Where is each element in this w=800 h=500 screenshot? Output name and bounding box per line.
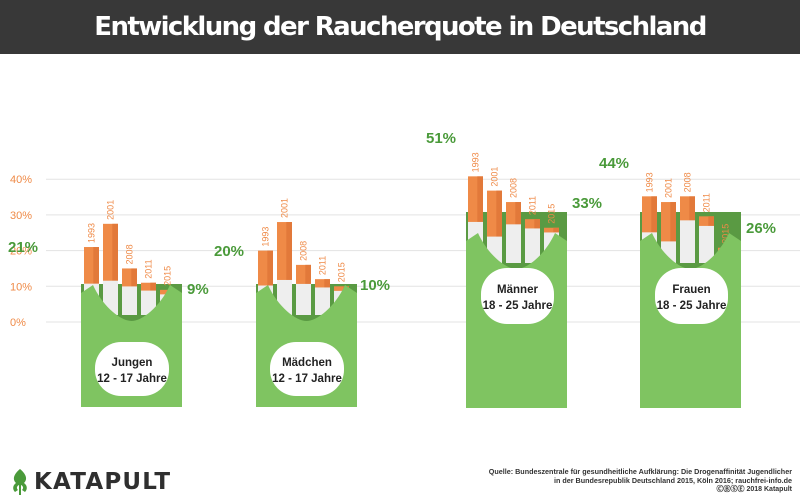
cigarette-bar-2011: 2011 [315,256,330,315]
source-line-1: Quelle: Bundeszentrale für gesundheitlic… [488,467,792,476]
pack-label-age: 12 - 17 Jahre [272,373,342,385]
year-label: 1993 [645,172,655,192]
start-value-label: 21% [8,239,38,256]
year-label: 2001 [664,178,674,198]
pack-label-box [95,342,169,396]
cigarette-filter-shade [93,247,99,315]
cigarette-pack-maenner: 1993 2001 2008 2011 2015 Männer 18 - 25 Jahre 5… [426,130,602,408]
year-label: 2015 [163,266,173,286]
cigarette-bar-2008: 2008 [680,172,695,263]
pack-label-group: Mädchen [282,357,332,369]
cigarette-paper [525,228,540,263]
year-label: 2008 [299,241,309,261]
year-label: 2015 [547,204,557,224]
end-value-label: 9% [187,281,209,298]
pack-label-group: Männer [497,284,538,296]
year-label: 2008 [125,244,135,264]
start-value-label: 20% [214,243,244,260]
copyright-line: ⒸⒷⓈⒺ 2018 Katapult [716,485,792,493]
pack-label-age: 12 - 17 Jahre [97,373,167,385]
cigarette-paper [296,283,311,315]
cigarette-pack-jungen: 1993 2001 2008 2011 2015 Jungen 12 - 17 Jahre 2… [8,200,209,407]
cigarette-bar-2001: 2001 [103,200,118,315]
year-label: 2011 [528,196,538,215]
cigarette-paper [315,287,330,315]
logo-text: KATAPULT [34,469,172,495]
cigarette-filter-shade [670,202,676,263]
cigarette-bar-2011: 2011 [699,193,714,263]
cigarette-paper [506,224,521,263]
cigarette-bar-2011: 2011 [525,196,540,263]
y-tick-label: 20% [10,246,32,258]
title-bar: Entwicklung der Raucherquote in Deutschl… [0,0,800,54]
cigarette-bar-2008: 2008 [122,244,137,315]
pack-label-box [481,268,554,324]
pack-label-group: Jungen [112,357,153,369]
year-label: 1993 [261,227,271,247]
cigarette-paper [699,225,714,263]
pack-label-box [655,268,728,324]
end-value-label: 33% [572,195,602,212]
katapult-logo-icon [13,469,27,495]
y-tick-label: 0% [10,317,26,329]
start-value-label: 44% [599,155,629,172]
cigarette-filter-shade [477,176,483,263]
year-label: 1993 [87,223,97,243]
year-label: 2015 [337,262,347,282]
source-line-2: in der Bundesrepublik Deutschland 2015, … [553,475,792,485]
cigarette-bar-2001: 2001 [277,198,292,315]
year-label: 2011 [318,256,328,275]
cigarette-bar-2008: 2008 [506,178,521,263]
cigarette-filter-shade [286,222,292,315]
cigarette-bar-2001: 2001 [661,178,676,263]
end-value-label: 26% [746,220,776,237]
pack-label-age: 18 - 25 Jahre [657,300,727,312]
katapult-logo: KATAPULT [10,467,171,497]
cigarette-bar-2001: 2001 [487,167,502,263]
cigarette-bar-2008: 2008 [296,241,311,315]
y-tick-label: 30% [10,210,32,222]
pack-label-group: Frauen [672,284,710,296]
year-label: 2015 [721,224,731,244]
year-label: 2001 [490,167,500,187]
cigarette-paper [141,290,156,315]
cigarette-paper [122,286,137,315]
start-value-label: 51% [426,130,456,147]
year-label: 1993 [471,152,481,172]
pack-label-age: 18 - 25 Jahre [483,300,553,312]
year-label: 2011 [144,259,154,278]
y-tick-label: 10% [10,281,32,293]
cigarette-paper [680,220,695,263]
y-tick-label: 40% [10,174,32,186]
year-label: 2008 [683,172,693,192]
cigarette-pack-maedchen: 1993 2001 2008 2011 2015 Mädchen 12 - 17 Jahre… [214,198,390,407]
year-label: 2001 [106,200,116,220]
chart-title: Entwicklung der Raucherquote in Deutschl… [94,12,707,42]
year-label: 2008 [509,178,519,198]
year-label: 2011 [702,193,712,212]
year-label: 2001 [280,198,290,218]
cigarette-filter-shade [651,196,657,263]
pack-label-box [270,342,344,396]
cigarette-pack-frauen: 1993 2001 2008 2011 2015 Frauen 18 - 25 Jahre 4… [599,155,776,408]
source-note: Quelle: Bundeszentrale für gesundheitlic… [392,467,792,494]
cigarette-bar-2011: 2011 [141,259,156,315]
cigarette-filter-shade [112,223,118,315]
end-value-label: 10% [360,277,390,294]
cigarette-filter-shade [267,250,273,315]
cigarette-filter-shade [496,190,502,263]
